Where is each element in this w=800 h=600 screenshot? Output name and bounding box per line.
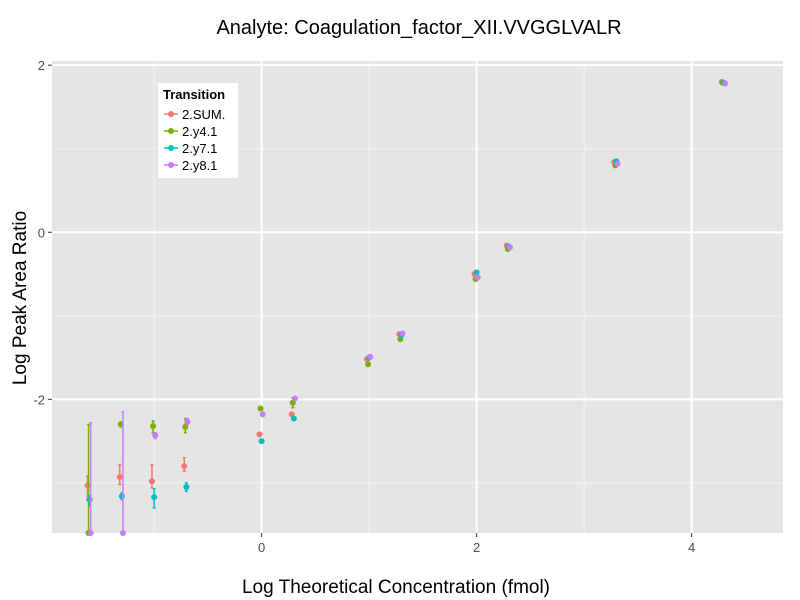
data-point [399,330,406,337]
grid-lines [52,61,783,533]
legend-key-point [168,145,174,151]
data-point [118,493,125,500]
data-point [84,482,91,489]
data-point [365,361,372,368]
series-2-y8-1 [87,80,728,536]
data-point [152,432,159,439]
data-point [257,405,264,412]
legend-label: 2.y4.1 [182,124,217,139]
y-axis-title: Log Peak Area Ratio [10,211,31,385]
data-point [614,160,621,167]
x-tick-label: 2 [473,540,480,555]
data-marks [84,78,728,536]
y-tick-label: 2 [38,58,45,73]
legend-item: 2.y4.1 [164,124,217,139]
data-point [182,423,189,430]
x-axis-title: Log Theoretical Concentration (fmol) [242,577,550,598]
data-point [721,80,728,87]
data-point [291,395,298,402]
data-point [367,353,374,360]
data-point [87,530,94,536]
legend-label: 2.y8.1 [182,158,217,173]
data-point [474,274,481,281]
data-point [259,411,266,418]
data-point [290,415,297,422]
data-point [151,494,158,501]
chart-title: Analyte: Coagulation_factor_XII.VVGGLVAL… [216,17,621,39]
x-tick-label: 4 [688,540,695,555]
data-point [150,423,157,430]
data-point [86,496,93,503]
data-point [181,463,188,470]
legend-label: 2.y7.1 [182,141,217,156]
data-point [183,484,190,491]
legend-item: 2.SUM. [164,107,225,122]
x-tick-label: 0 [258,540,265,555]
data-point [148,478,155,485]
data-point [119,530,126,536]
data-point [258,438,265,445]
data-point [506,244,513,251]
legend-key-point [168,162,174,168]
legend: Transition 2.SUM. 2.y4.1 2.y7.1 2.y8.1 [158,83,238,178]
data-point [256,431,263,438]
legend-key-point [168,111,174,117]
data-point [116,474,123,481]
data-point [473,269,480,276]
legend-item: 2.y8.1 [164,158,217,173]
legend-label: 2.SUM. [182,107,225,122]
legend-title: Transition [163,87,225,102]
data-point [184,418,191,425]
y-tick-label: 0 [38,225,45,240]
y-tick-label: -2 [33,392,45,407]
legend-key-point [168,128,174,134]
axis-ticks: 0 2 4 -2 0 2 [33,58,695,555]
legend-item: 2.y7.1 [164,141,217,156]
